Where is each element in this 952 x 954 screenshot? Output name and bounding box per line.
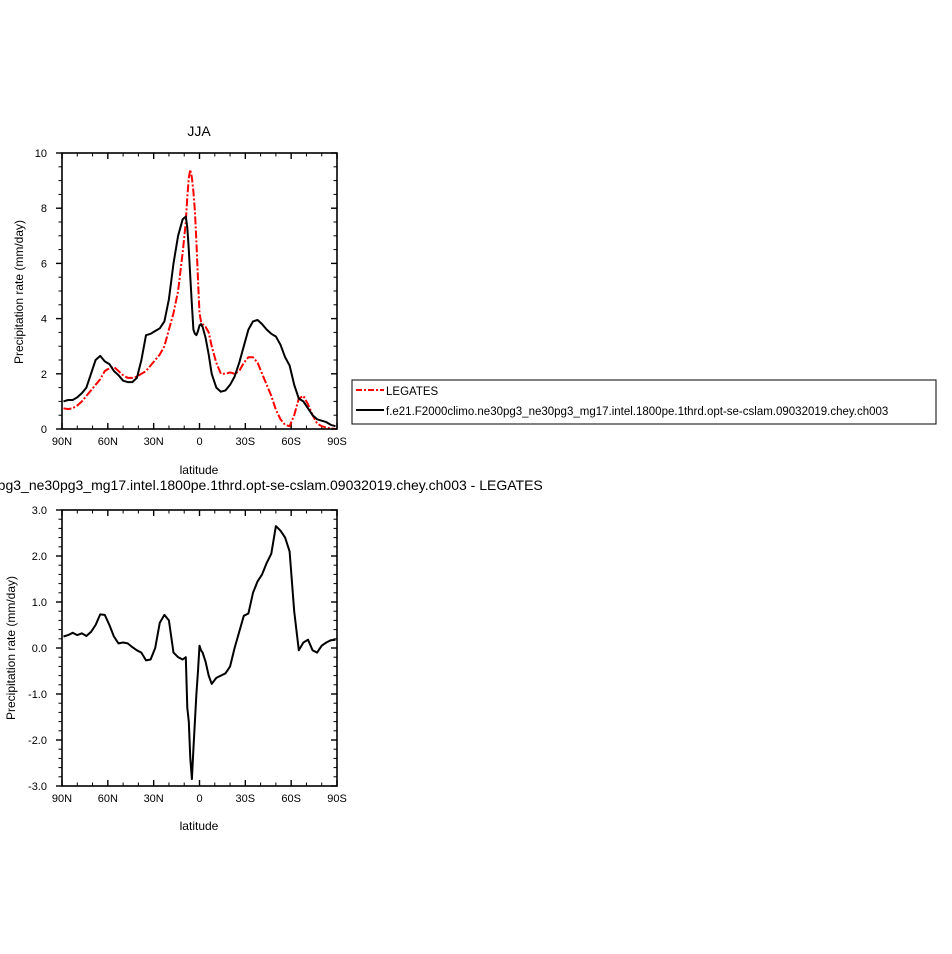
legend-label-model: f.e21.F2000climo.ne30pg3_ne30pg3_mg17.in… [386, 406, 888, 418]
top-x-tick-label: 90N [52, 436, 72, 448]
bottom-chart-title: f.e21.F2000climo.ne30pg3_ne30pg3_mg17.in… [0, 477, 543, 493]
bottom-y-tick-label: -3.0 [28, 781, 47, 793]
top-series-line-0 [63, 168, 336, 430]
top-y-tick-label: 0 [41, 424, 47, 436]
top-y-tick-label: 2 [41, 369, 47, 381]
bottom-x-axis-label: latitude [180, 819, 219, 833]
top-y-tick-label: 4 [41, 314, 47, 326]
bottom-x-tick-label: 90S [327, 793, 347, 805]
bottom-y-tick-label: -1.0 [28, 689, 47, 701]
bottom-y-tick-label: 1.0 [32, 597, 47, 609]
top-series-line-1 [63, 215, 336, 428]
top-x-axis-label: latitude [180, 463, 219, 477]
legend-box [351, 379, 937, 425]
bottom-x-tick-label: 0 [196, 793, 202, 805]
bottom-panel: f.e21.F2000climo.ne30pg3_ne30pg3_mg17.in… [0, 477, 543, 833]
top-x-tick-label: 0 [196, 436, 202, 448]
bottom-series-line-0 [63, 525, 336, 781]
bottom-x-tick-label: 60S [281, 793, 301, 805]
top-y-tick-label: 6 [41, 258, 47, 270]
bottom-y-tick-label: 3.0 [32, 505, 47, 517]
bottom-y-tick-label: -2.0 [28, 735, 47, 747]
bottom-x-tick-label: 90N [52, 793, 72, 805]
top-chart-title: JJA [187, 123, 211, 139]
top-panel: JJA Precipitation rate (mm/day) latitude… [12, 123, 347, 477]
top-x-tick-label: 30S [236, 436, 256, 448]
legend-label-legates: LEGATES [386, 386, 439, 398]
bottom-x-tick-label: 30N [144, 793, 164, 805]
legend: LEGATES f.e21.F2000climo.ne30pg3_ne30pg3… [351, 379, 937, 425]
top-x-tick-label: 90S [327, 436, 347, 448]
bottom-plot-frame [61, 509, 338, 787]
bottom-y-axis-label: Precipitation rate (mm/day) [4, 576, 18, 720]
top-y-tick-label: 10 [35, 148, 47, 160]
top-x-tick-label: 30N [144, 436, 164, 448]
top-y-tick-label: 8 [41, 203, 47, 215]
top-x-tick-label: 60S [281, 436, 301, 448]
top-x-tick-label: 60N [98, 436, 118, 448]
bottom-y-tick-label: 2.0 [32, 551, 47, 563]
top-y-axis-label: Precipitation rate (mm/day) [12, 220, 26, 364]
bottom-x-tick-label: 60N [98, 793, 118, 805]
bottom-x-tick-label: 30S [236, 793, 256, 805]
top-plot-frame [61, 152, 338, 430]
bottom-y-tick-label: 0.0 [32, 643, 47, 655]
